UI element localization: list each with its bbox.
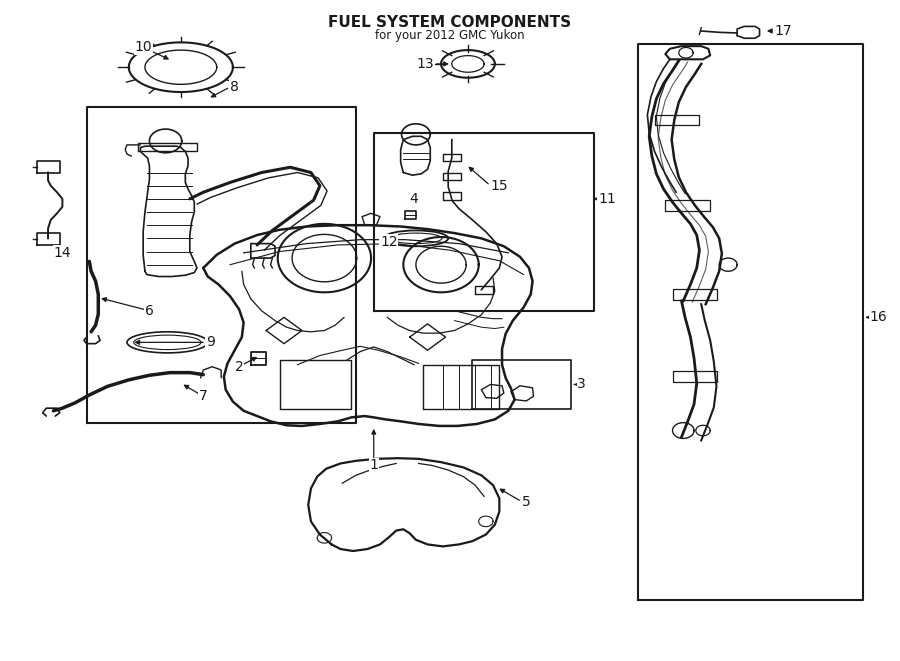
Text: 11: 11 <box>598 192 616 206</box>
Text: 5: 5 <box>522 494 530 508</box>
Text: 10: 10 <box>134 40 152 54</box>
Text: 6: 6 <box>145 304 154 318</box>
Text: 8: 8 <box>230 80 239 94</box>
Text: 12: 12 <box>380 235 398 249</box>
Text: 4: 4 <box>410 192 418 206</box>
Text: 16: 16 <box>870 310 887 325</box>
Text: 15: 15 <box>491 178 508 193</box>
Text: 3: 3 <box>578 377 586 391</box>
Text: FUEL SYSTEM COMPONENTS: FUEL SYSTEM COMPONENTS <box>328 15 572 30</box>
Text: 9: 9 <box>206 335 215 350</box>
Text: 1: 1 <box>369 459 378 473</box>
Text: 17: 17 <box>775 24 792 38</box>
Text: 2: 2 <box>235 360 244 373</box>
Text: 7: 7 <box>199 389 208 403</box>
Text: 14: 14 <box>54 246 71 260</box>
Text: for your 2012 GMC Yukon: for your 2012 GMC Yukon <box>375 29 525 42</box>
Text: 13: 13 <box>416 57 434 71</box>
